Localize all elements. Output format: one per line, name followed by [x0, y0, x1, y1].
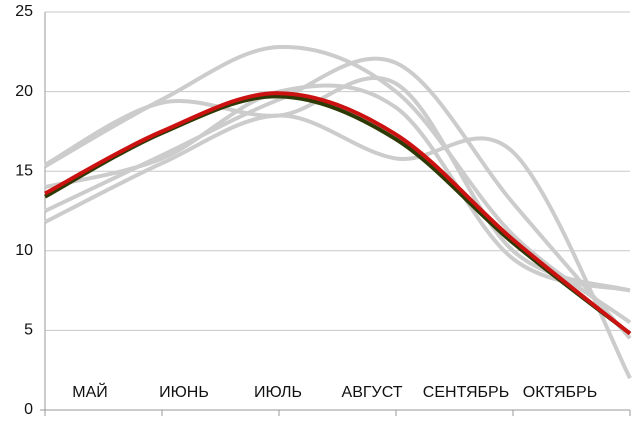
y-tick-label: 15 [15, 162, 33, 179]
x-tick-label: АВГУСТ [342, 384, 403, 401]
x-tick-label: МАЙ [72, 382, 108, 401]
y-tick-label: 0 [24, 401, 33, 418]
y-tick-label: 25 [15, 3, 33, 20]
x-tick-label: СЕНТЯБРЬ [423, 384, 509, 401]
y-tick-label: 20 [15, 83, 33, 100]
x-tick-label: ИЮНЬ [159, 384, 209, 401]
x-tick-label: ОКТЯБРЬ [523, 384, 597, 401]
series-line [44, 83, 631, 293]
series-line [44, 113, 632, 380]
series-line [44, 76, 631, 293]
series-line [44, 91, 632, 336]
series-line [44, 94, 632, 336]
series-line [44, 56, 632, 340]
y-tick-label: 10 [15, 242, 33, 259]
y-tick-label: 5 [24, 322, 33, 339]
x-tick-label: ИЮЛЬ [254, 384, 302, 401]
